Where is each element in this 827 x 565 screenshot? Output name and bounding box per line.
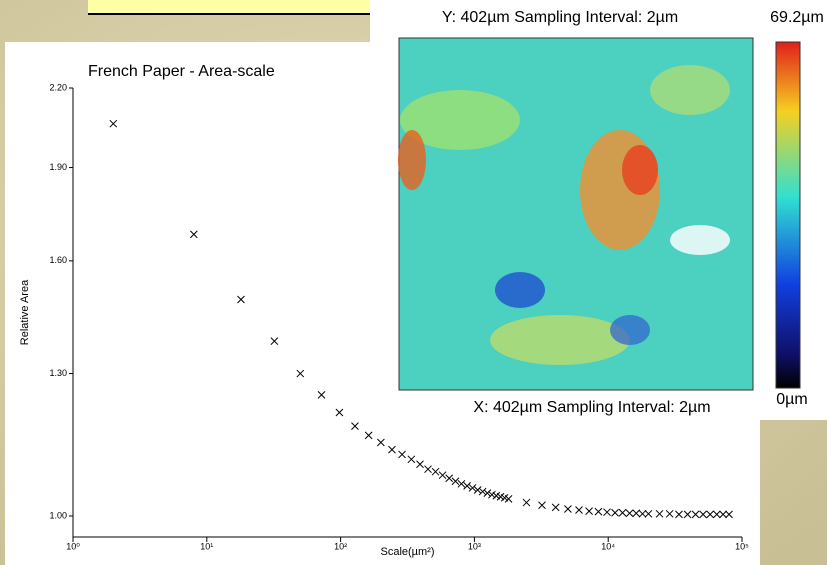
point — [665, 509, 674, 518]
point — [644, 509, 653, 518]
point — [575, 506, 583, 514]
y-tick-label: 1.90 — [49, 162, 67, 172]
plot: 1.00 1.30 1.60 1.90 2.20 10⁰ 10¹ 10² 10³ 10⁴ 10⁵ Fr… — [19, 63, 749, 558]
y-caption: Y: 402µm Sampling Interval: 2µm — [442, 9, 678, 26]
point — [483, 489, 492, 497]
point — [538, 501, 546, 510]
point — [585, 507, 593, 515]
point — [364, 431, 373, 440]
x-tick-label: 10⁵ — [735, 541, 749, 551]
point — [699, 510, 707, 519]
point — [296, 369, 305, 378]
scale-min: 0µm — [776, 391, 807, 408]
point — [473, 486, 482, 494]
point — [451, 477, 460, 486]
point — [625, 509, 634, 518]
y-tick-label: 1.30 — [49, 368, 67, 378]
point — [424, 465, 432, 474]
chart-title: French Paper - Area-scale — [88, 63, 275, 80]
point — [270, 337, 279, 345]
point — [488, 490, 496, 499]
point — [632, 509, 641, 518]
texture — [495, 272, 545, 308]
x-tick-label: 10² — [334, 541, 347, 551]
point — [109, 119, 118, 128]
texture — [622, 145, 658, 195]
point — [468, 484, 477, 492]
point — [706, 510, 714, 519]
point — [594, 507, 603, 516]
point — [725, 510, 733, 519]
point — [438, 471, 447, 480]
point — [504, 495, 513, 503]
x-caption: X: 402µm Sampling Interval: 2µm — [473, 399, 710, 416]
scale-max: 69.2µm — [770, 9, 824, 26]
point — [407, 455, 416, 464]
height-map — [398, 37, 754, 391]
point — [377, 438, 385, 447]
texture — [650, 65, 730, 115]
texture — [400, 90, 520, 150]
point — [398, 450, 406, 459]
point — [712, 510, 721, 519]
point — [719, 510, 727, 519]
x-tick-label: 10⁰ — [66, 541, 80, 551]
point — [618, 508, 627, 517]
point — [335, 408, 344, 417]
x-axis-label: Scale(µm²) — [380, 546, 434, 558]
y-tick-label: 2.20 — [49, 82, 67, 92]
colorbar — [775, 41, 801, 389]
point — [317, 390, 326, 399]
y-tick-label: 1.00 — [49, 510, 67, 520]
point — [463, 482, 471, 490]
point — [683, 510, 692, 519]
texture — [610, 315, 650, 345]
texture — [670, 225, 730, 255]
point — [675, 510, 683, 519]
point — [691, 510, 700, 519]
y-tick-label: 1.60 — [49, 255, 67, 265]
x-tick-label: 10⁴ — [601, 541, 615, 551]
point — [638, 509, 647, 518]
point — [522, 498, 531, 507]
x-tick-label: 10¹ — [200, 541, 213, 551]
texture — [490, 315, 630, 365]
point — [564, 505, 572, 513]
point — [351, 422, 359, 430]
point — [445, 474, 454, 483]
point — [431, 467, 440, 476]
texture — [398, 130, 426, 190]
point — [603, 508, 611, 517]
point — [237, 295, 245, 304]
point — [478, 487, 487, 496]
x-tick-label: 10³ — [468, 541, 481, 551]
point — [551, 503, 560, 512]
point — [189, 230, 198, 239]
point — [611, 508, 619, 517]
point — [388, 445, 396, 454]
point — [416, 460, 424, 469]
point — [457, 479, 466, 488]
y-axis-label: Relative Area — [19, 279, 31, 345]
point — [655, 509, 664, 518]
